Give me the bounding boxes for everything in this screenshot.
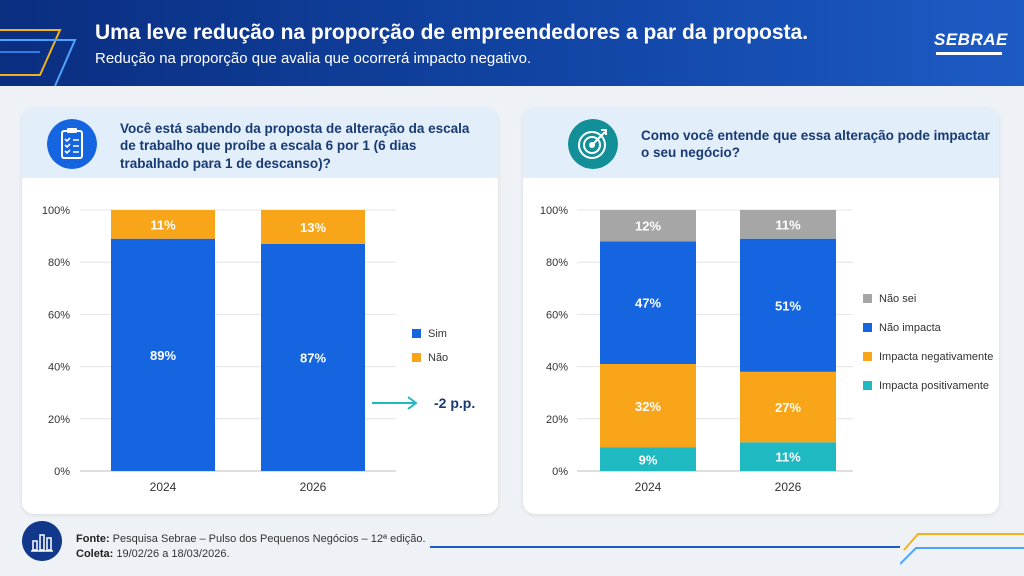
- bar-segment: [600, 447, 696, 471]
- impact-stacked-bar-chart: 0% 20% 40% 60% 80% 100% 9% 32% 47% 12% 2024 11% 27% 5…: [540, 205, 994, 494]
- bar-segment: [111, 210, 215, 239]
- data-label: 9%: [639, 452, 658, 467]
- legend-label: Não: [428, 352, 448, 364]
- y-tick-label: 40%: [546, 362, 568, 374]
- logo-text: SEBRAE: [934, 30, 1008, 49]
- collection-label: Coleta:: [76, 547, 114, 560]
- page-subtitle: Redução na proporção que avalia que ocor…: [95, 50, 532, 67]
- data-label: 32%: [635, 399, 661, 414]
- collection-text: 19/02/26 a 18/03/2026.: [116, 547, 230, 560]
- legend-label: Não sei: [879, 293, 916, 305]
- x-tick-label: 2024: [150, 480, 177, 494]
- bar-segment: [261, 243, 365, 471]
- awareness-stacked-bar-chart: 0% 20% 40% 60% 80% 100% 89% 11% 2024 87% 13% 2026 Si…: [42, 205, 475, 494]
- y-tick-label: 40%: [48, 362, 70, 374]
- clipboard-checklist-icon: [47, 119, 97, 169]
- footer-divider: [430, 546, 900, 548]
- data-label: 11%: [775, 217, 801, 232]
- legend-swatch: [863, 352, 872, 361]
- right-question-header: Como você entende que essa alteração pod…: [523, 108, 999, 178]
- legend-swatch: [412, 329, 421, 338]
- bar-segment: [600, 210, 696, 242]
- bar-segment: [600, 363, 696, 448]
- x-tick-label: 2026: [775, 480, 802, 494]
- left-chart-card: Você está sabendo da proposta de alteraç…: [22, 108, 498, 514]
- legend-swatch: [863, 323, 872, 332]
- data-label: 27%: [775, 400, 801, 415]
- source-label: Fonte:: [76, 533, 110, 545]
- left-question-text: Você está sabendo da proposta de alteraç…: [120, 121, 470, 171]
- legend-label: Sim: [428, 328, 447, 340]
- x-tick-label: 2024: [635, 480, 662, 494]
- x-tick-label: 2026: [300, 480, 327, 494]
- change-label: -2 p.p.: [434, 395, 475, 411]
- legend-label: Não impacta: [879, 322, 942, 334]
- header-banner: Uma leve redução na proporção de empreen…: [0, 0, 1024, 86]
- target-icon: [568, 119, 618, 169]
- y-tick-label: 0%: [54, 466, 70, 478]
- source-note: Fonte: Pesquisa Sebrae – Pulso dos Peque…: [76, 532, 426, 562]
- left-question-header: Você está sabendo da proposta de alteraç…: [22, 108, 498, 178]
- sebrae-logo: SEBRAE: [934, 30, 1007, 60]
- y-tick-label: 60%: [48, 309, 70, 321]
- legend-label: Impacta positivamente: [879, 380, 989, 392]
- source-text: Pesquisa Sebrae – Pulso dos Pequenos Neg…: [112, 533, 426, 545]
- data-label: 12%: [635, 219, 661, 234]
- legend-swatch: [863, 381, 872, 390]
- bar-segment: [740, 210, 836, 239]
- y-tick-label: 20%: [546, 414, 568, 426]
- right-chart-card: Como você entende que essa alteração pod…: [523, 108, 999, 514]
- bar-segment: [740, 371, 836, 443]
- y-tick-label: 20%: [48, 414, 70, 426]
- footer-decoration: [900, 533, 1024, 565]
- y-tick-label: 80%: [546, 257, 568, 269]
- data-label: 51%: [775, 298, 801, 313]
- legend-swatch: [412, 353, 421, 362]
- bar-segment: [600, 241, 696, 364]
- y-tick-label: 100%: [42, 205, 70, 217]
- data-label: 87%: [300, 350, 326, 365]
- y-tick-label: 0%: [552, 466, 568, 478]
- logo-underline: [936, 52, 1002, 55]
- bar-segment: [740, 238, 836, 372]
- data-label: 11%: [775, 450, 801, 465]
- data-label: 13%: [300, 220, 326, 235]
- legend-label: Impacta negativamente: [879, 351, 993, 363]
- page-title: Uma leve redução na proporção de empreen…: [95, 21, 809, 44]
- legend-swatch: [863, 294, 872, 303]
- bar-chart-icon: [22, 521, 62, 561]
- bar-segment: [111, 238, 215, 471]
- data-label: 11%: [150, 217, 176, 232]
- bar-segment: [261, 210, 365, 244]
- change-arrow-head: [407, 396, 418, 410]
- bar-segment: [740, 442, 836, 471]
- header-decoration: [0, 29, 77, 86]
- data-label: 47%: [635, 296, 661, 311]
- data-label: 89%: [150, 348, 176, 363]
- y-tick-label: 80%: [48, 257, 70, 269]
- right-question-text: Como você entende que essa alteração pod…: [641, 128, 990, 161]
- y-tick-label: 100%: [540, 205, 568, 217]
- y-tick-label: 60%: [546, 309, 568, 321]
